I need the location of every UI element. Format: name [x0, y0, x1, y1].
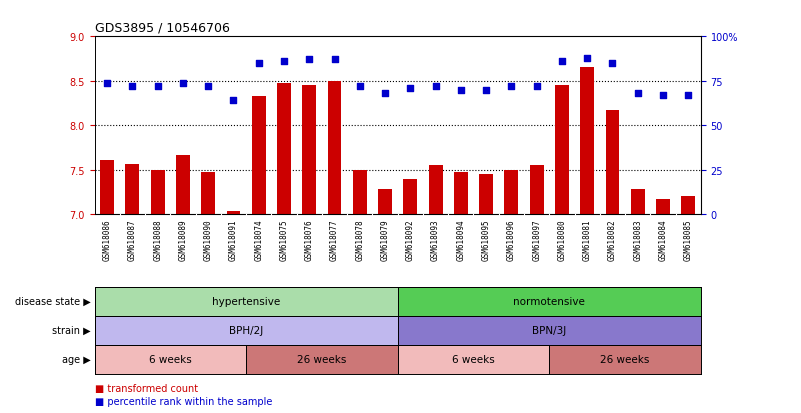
Point: [278, 59, 291, 65]
Bar: [606, 111, 619, 215]
Point: [353, 83, 366, 90]
Text: GSM618091: GSM618091: [229, 218, 238, 260]
Point: [227, 98, 239, 104]
Text: strain ▶: strain ▶: [52, 325, 91, 335]
Bar: [454, 173, 468, 215]
Text: 26 weeks: 26 weeks: [601, 354, 650, 364]
Point: [202, 83, 215, 90]
Point: [328, 57, 341, 64]
Text: GSM618082: GSM618082: [608, 218, 617, 260]
Point: [151, 83, 164, 90]
Bar: [302, 86, 316, 215]
Bar: [656, 199, 670, 215]
Point: [606, 61, 619, 67]
Bar: [227, 211, 240, 215]
Bar: [580, 68, 594, 215]
Text: GSM618077: GSM618077: [330, 218, 339, 260]
Point: [404, 85, 417, 92]
Bar: [353, 170, 367, 215]
Point: [454, 87, 467, 94]
Bar: [277, 84, 291, 215]
Bar: [555, 86, 569, 215]
Text: GSM618081: GSM618081: [582, 218, 592, 260]
Point: [126, 83, 139, 90]
Bar: [201, 173, 215, 215]
Bar: [95, 345, 246, 374]
Text: BPN/3J: BPN/3J: [532, 325, 566, 335]
Bar: [252, 97, 266, 215]
Text: GSM618094: GSM618094: [457, 218, 465, 260]
Point: [303, 57, 316, 64]
Point: [530, 83, 543, 90]
Text: ■ percentile rank within the sample: ■ percentile rank within the sample: [95, 396, 272, 406]
Bar: [397, 287, 701, 316]
Text: 6 weeks: 6 weeks: [149, 354, 191, 364]
Text: GSM618075: GSM618075: [280, 218, 288, 260]
Bar: [151, 170, 165, 215]
Text: GSM618089: GSM618089: [179, 218, 187, 260]
Text: age ▶: age ▶: [62, 354, 91, 364]
Text: GSM618083: GSM618083: [634, 218, 642, 260]
Bar: [100, 161, 114, 215]
Text: GSM618087: GSM618087: [128, 218, 137, 260]
Text: GSM618097: GSM618097: [532, 218, 541, 260]
Bar: [397, 345, 549, 374]
Point: [429, 83, 442, 90]
Bar: [404, 179, 417, 215]
Bar: [176, 155, 190, 215]
Text: normotensive: normotensive: [513, 297, 586, 306]
Text: GSM618074: GSM618074: [254, 218, 264, 260]
Bar: [505, 170, 518, 215]
Bar: [95, 316, 397, 345]
Bar: [95, 287, 397, 316]
Text: GSM618078: GSM618078: [356, 218, 364, 260]
Point: [101, 80, 114, 87]
Text: GSM618090: GSM618090: [203, 218, 213, 260]
Bar: [246, 345, 397, 374]
Point: [556, 59, 569, 65]
Text: GSM618085: GSM618085: [684, 218, 693, 260]
Bar: [429, 166, 442, 215]
Bar: [529, 166, 544, 215]
Bar: [479, 175, 493, 215]
Point: [657, 93, 670, 99]
Point: [379, 91, 392, 97]
Text: BPH/2J: BPH/2J: [229, 325, 264, 335]
Bar: [682, 197, 695, 215]
Point: [682, 93, 694, 99]
Point: [252, 61, 265, 67]
Bar: [126, 165, 139, 215]
Bar: [549, 345, 701, 374]
Text: 26 weeks: 26 weeks: [297, 354, 347, 364]
Text: GSM618093: GSM618093: [431, 218, 440, 260]
Text: GSM618095: GSM618095: [481, 218, 491, 260]
Text: GSM618088: GSM618088: [153, 218, 162, 260]
Text: hypertensive: hypertensive: [212, 297, 280, 306]
Text: GSM618079: GSM618079: [380, 218, 389, 260]
Bar: [397, 316, 701, 345]
Text: GSM618076: GSM618076: [304, 218, 314, 260]
Text: GDS3895 / 10546706: GDS3895 / 10546706: [95, 21, 229, 35]
Text: GSM618092: GSM618092: [406, 218, 415, 260]
Bar: [630, 190, 645, 215]
Point: [505, 83, 517, 90]
Bar: [378, 190, 392, 215]
Text: GSM618084: GSM618084: [658, 218, 667, 260]
Text: GSM618096: GSM618096: [507, 218, 516, 260]
Bar: [328, 82, 341, 215]
Text: ■ transformed count: ■ transformed count: [95, 383, 198, 393]
Text: disease state ▶: disease state ▶: [14, 297, 91, 306]
Text: 6 weeks: 6 weeks: [452, 354, 495, 364]
Point: [480, 87, 493, 94]
Text: GSM618080: GSM618080: [557, 218, 566, 260]
Point: [631, 91, 644, 97]
Point: [581, 55, 594, 62]
Point: [176, 80, 189, 87]
Text: GSM618086: GSM618086: [103, 218, 111, 260]
